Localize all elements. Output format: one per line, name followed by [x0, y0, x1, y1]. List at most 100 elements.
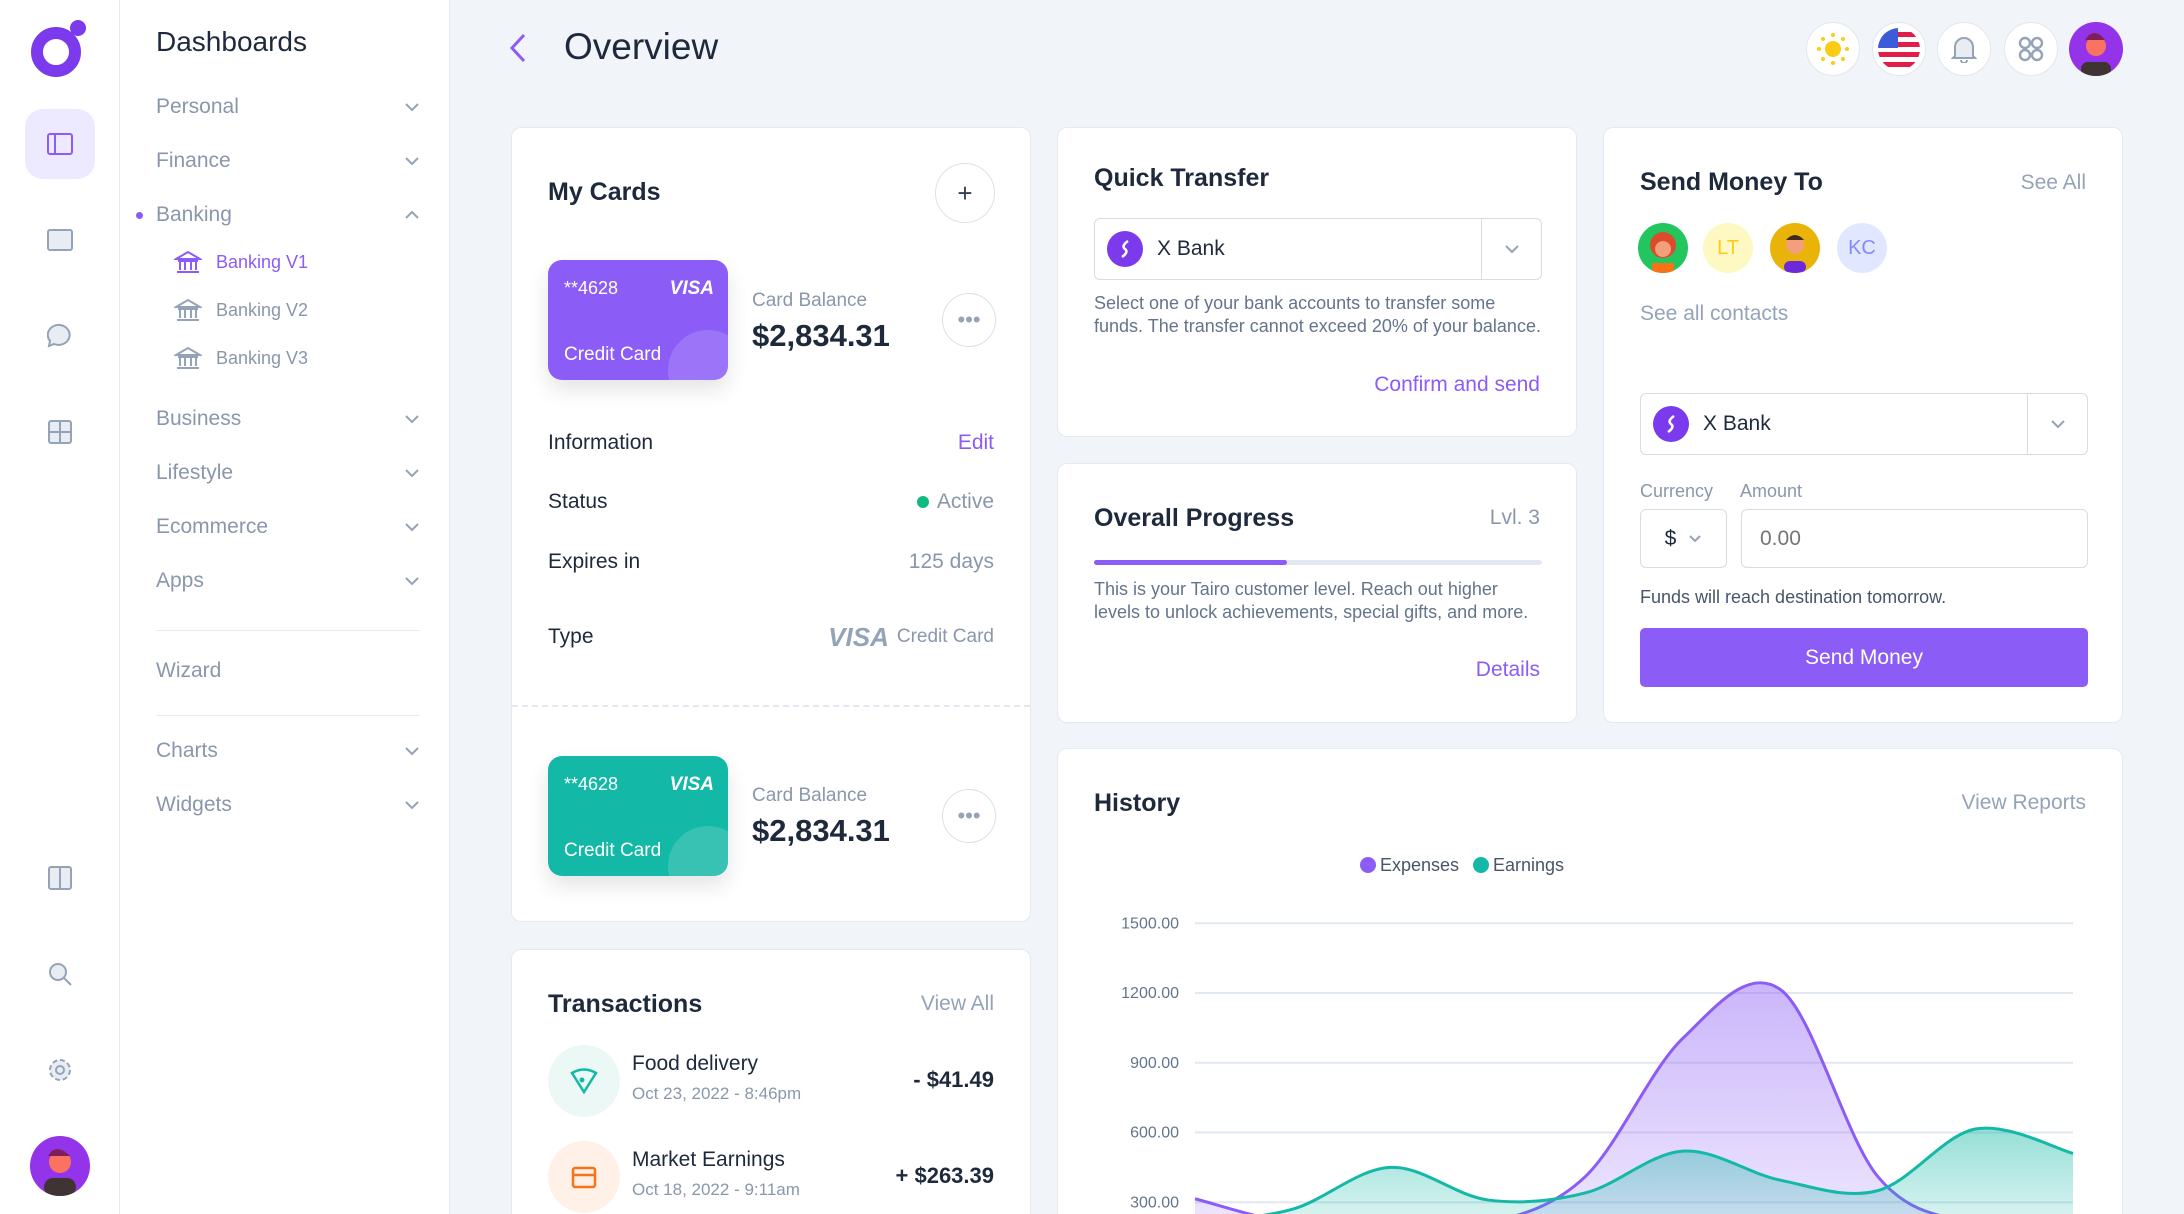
- sidebar-item-label: Business: [156, 407, 242, 430]
- sidebar-item-ecommerce[interactable]: Ecommerce: [156, 512, 420, 542]
- sidebar-item-banking[interactable]: Banking: [136, 200, 420, 230]
- sidebar-item-wizard[interactable]: Wizard: [156, 656, 420, 686]
- visa-logo: VISA: [669, 774, 714, 795]
- theme-toggle-button[interactable]: [1806, 22, 1860, 76]
- chevron-down-icon: [405, 157, 419, 166]
- y-tick-label: 600.00: [1130, 1125, 1179, 1142]
- credit-card-teal[interactable]: **4628 VISA Credit Card: [548, 756, 728, 876]
- details-link[interactable]: Details: [1475, 658, 1540, 681]
- rail-window-button[interactable]: [35, 215, 85, 265]
- chevron-down-icon: [405, 747, 419, 756]
- currency-value: $: [1664, 526, 1677, 550]
- window-icon: [47, 229, 73, 251]
- amount-label: Amount: [1740, 481, 1803, 501]
- columns-icon: [48, 866, 72, 890]
- sidebar-subitem-label: Banking V2: [216, 299, 309, 320]
- legend-label[interactable]: Earnings: [1493, 855, 1564, 875]
- y-tick-label: 300.00: [1130, 1194, 1179, 1211]
- currency-select[interactable]: $: [1640, 509, 1727, 568]
- overall-progress-card: Overall Progress Lvl. 3 This is your Tai…: [1057, 463, 1577, 723]
- card-balance: $2,834.31: [752, 813, 890, 848]
- chevron-left-icon: [509, 33, 526, 63]
- transaction-name: Food delivery: [632, 1052, 759, 1075]
- expires-row: Expires in 125 days: [548, 547, 994, 577]
- rail-search-button[interactable]: [35, 949, 85, 999]
- chevron-down-icon: [2027, 394, 2087, 454]
- rail-dashboard-button[interactable]: [25, 109, 95, 179]
- view-all-link[interactable]: View All: [920, 992, 994, 1015]
- sidebar-item-finance[interactable]: Finance: [156, 146, 420, 176]
- store-icon: [548, 1141, 620, 1213]
- credit-card-purple[interactable]: **4628 VISA Credit Card: [548, 260, 728, 380]
- legend-marker: [1473, 857, 1489, 873]
- sidebar-item-lifestyle[interactable]: Lifestyle: [156, 458, 420, 488]
- logo[interactable]: [28, 16, 92, 80]
- sidebar-item-apps[interactable]: Apps: [156, 566, 420, 596]
- rail-settings-button[interactable]: [35, 1045, 85, 1095]
- sidebar-item-label: Banking: [156, 203, 232, 226]
- transaction-date: Oct 18, 2022 - 9:11am: [632, 1180, 800, 1199]
- send-money-card: Send Money To See All LT KC See all cont…: [1603, 127, 2123, 723]
- send-money-button[interactable]: Send Money: [1640, 628, 2088, 687]
- sidebar-item-label: Personal: [156, 95, 239, 118]
- amount-input[interactable]: [1741, 509, 2088, 568]
- series-area-expenses: [1195, 982, 1935, 1214]
- back-button[interactable]: [508, 32, 528, 69]
- chevron-down-icon: [405, 415, 419, 424]
- see-all-link[interactable]: See All: [2020, 171, 2086, 194]
- edit-link[interactable]: Edit: [957, 431, 994, 454]
- transaction-name: Market Earnings: [632, 1148, 785, 1171]
- gear-icon: [49, 1059, 71, 1081]
- apps-button[interactable]: [2004, 22, 2058, 76]
- contact-avatar[interactable]: KC: [1837, 223, 1887, 273]
- chevron-down-icon: [405, 801, 419, 810]
- pizza-icon: [548, 1045, 620, 1117]
- sidebar-subitem-label: Banking V3: [216, 347, 309, 368]
- confirm-send-link[interactable]: Confirm and send: [1374, 373, 1540, 396]
- legend-label[interactable]: Expenses: [1380, 855, 1459, 875]
- sidebar-item-label: Wizard: [156, 659, 222, 682]
- plot-area: [1194, 981, 2074, 1214]
- view-reports-link[interactable]: View Reports: [1961, 791, 2086, 814]
- sidebar-divider: [156, 715, 420, 716]
- user-avatar[interactable]: [30, 1136, 90, 1196]
- sidebar-title: Dashboards: [156, 26, 307, 57]
- visa-logo: VISA: [828, 621, 889, 652]
- rail-grid-button[interactable]: [35, 407, 85, 457]
- bank-select[interactable]: X Bank: [1094, 218, 1542, 280]
- icon-rail: [0, 0, 120, 1214]
- sidebar-item-widgets[interactable]: Widgets: [156, 790, 420, 820]
- profile-avatar[interactable]: [2069, 22, 2123, 76]
- sidebar-item-personal[interactable]: Personal: [156, 92, 420, 122]
- card-title: My Cards: [548, 178, 661, 206]
- contact-avatar[interactable]: [1638, 223, 1688, 273]
- chevron-down-icon: [405, 523, 419, 532]
- card-options-button[interactable]: •••: [942, 789, 996, 843]
- sidebar-item-label: Charts: [156, 739, 218, 762]
- type-label: Type: [548, 625, 594, 648]
- plus-icon: +: [957, 177, 973, 208]
- y-tick-label: 1200.00: [1121, 985, 1179, 1002]
- card-decoration: [668, 330, 728, 380]
- see-all-contacts-link[interactable]: See all contacts: [1640, 302, 1789, 325]
- rail-messages-button[interactable]: [35, 311, 85, 361]
- sidebar-item-business[interactable]: Business: [156, 404, 420, 434]
- sidebar-item-charts[interactable]: Charts: [156, 736, 420, 766]
- rail-columns-button[interactable]: [35, 853, 85, 903]
- card-options-button[interactable]: •••: [942, 293, 996, 347]
- sidebar-subitem-banking-v2[interactable]: Banking V2: [174, 296, 308, 324]
- my-cards-card: My Cards + **4628 VISA Credit Card Card …: [511, 127, 1031, 922]
- contact-avatar[interactable]: [1770, 223, 1820, 273]
- y-tick-label: 900.00: [1130, 1055, 1179, 1072]
- sidebar-subitem-banking-v3[interactable]: Banking V3: [174, 344, 308, 372]
- add-card-button[interactable]: +: [935, 163, 995, 223]
- bell-icon: [1951, 37, 1977, 63]
- language-button[interactable]: [1872, 22, 1926, 76]
- chevron-up-icon: [405, 210, 419, 219]
- expires-label: Expires in: [548, 550, 641, 573]
- contact-avatar[interactable]: LT: [1703, 223, 1753, 273]
- sidebar-subitem-banking-v1[interactable]: Banking V1: [174, 248, 308, 276]
- notifications-button[interactable]: [1937, 22, 1991, 76]
- currency-label: Currency: [1640, 481, 1714, 501]
- bank-select[interactable]: X Bank: [1640, 393, 2088, 455]
